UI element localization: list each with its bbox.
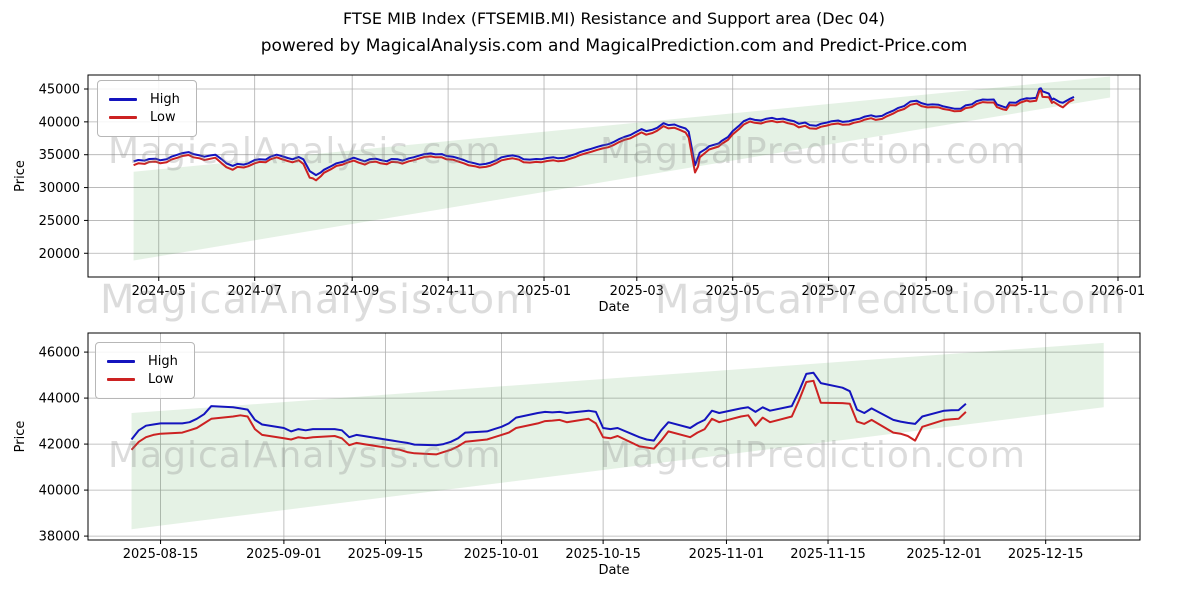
support-resistance-band (133, 76, 1111, 261)
legend-item-high: High (109, 93, 180, 106)
low-line (130, 379, 967, 456)
x-axis-label: Date (598, 563, 629, 578)
low-line-swatch (109, 116, 137, 119)
legend-item-low: Low (109, 111, 180, 124)
x-tick-label: 2025-12-01 (906, 547, 982, 562)
x-tick-label: 2024-11 (421, 284, 475, 299)
y-tick-label: 40000 (39, 115, 80, 130)
legend-high-label: High (148, 354, 178, 369)
y-tick-label: 30000 (39, 181, 80, 196)
high-line (133, 87, 1075, 177)
x-tick-label: 2025-09-15 (348, 547, 424, 562)
plot-frame (87, 74, 1141, 278)
figure-subtitle: powered by MagicalAnalysis.com and Magic… (260, 36, 968, 56)
y-tick-label: 46000 (39, 346, 80, 361)
x-axis-label: Date (598, 300, 629, 315)
y-tick-label: 20000 (39, 247, 80, 262)
x-tick-label: 2024-09 (325, 284, 379, 299)
y-axis-label: Price (13, 421, 28, 453)
x-tick-label: 2025-11 (995, 284, 1049, 299)
x-tick-label: 2024-05 (132, 284, 186, 299)
y-tick-label: 25000 (39, 214, 80, 229)
x-tick-label: 2025-05 (706, 284, 760, 299)
legend-bottom-chart: High Low (95, 342, 195, 399)
high-line-swatch (107, 360, 135, 363)
x-tick-label: 2025-11-01 (689, 547, 765, 562)
figure-title: FTSE MIB Index (FTSEMIB.MI) Resistance a… (343, 9, 885, 28)
y-tick-label: 45000 (39, 82, 80, 97)
y-tick-label: 44000 (39, 392, 80, 407)
x-tick-label: 2025-09 (899, 284, 953, 299)
y-tick-label: 40000 (39, 484, 80, 499)
x-tick-label: 2025-03 (610, 284, 664, 299)
low-line-swatch (107, 378, 135, 381)
legend-low-label: Low (150, 110, 176, 125)
legend-item-low: Low (107, 373, 178, 386)
legend-low-label: Low (148, 372, 174, 387)
plot-frame (87, 332, 1141, 541)
x-tick-label: 2025-11-15 (790, 547, 866, 562)
bottom-chart: 38000 40000 42000 44000 46000 2025-08-15 2025-… (13, 332, 1141, 578)
y-axis-label: Price (13, 160, 28, 192)
x-tick-label: 2025-08-15 (123, 547, 199, 562)
high-line (130, 371, 967, 447)
legend-top-chart: High Low (97, 80, 197, 137)
x-tick-label: 2025-07 (801, 284, 855, 299)
y-tick-label: 38000 (39, 530, 80, 545)
x-tick-label: 2026-01 (1091, 284, 1145, 299)
legend-item-high: High (107, 355, 178, 368)
x-tick-label: 2025-09-01 (246, 547, 322, 562)
y-tick-label: 42000 (39, 438, 80, 453)
x-tick-label: 2025-12-15 (1008, 547, 1084, 562)
high-line-swatch (109, 98, 137, 101)
legend-high-label: High (150, 92, 180, 107)
y-tick-label: 35000 (39, 148, 80, 163)
low-line (133, 89, 1075, 182)
x-tick-label: 2025-10-01 (464, 547, 540, 562)
top-chart: 20000 25000 30000 35000 40000 45000 2024-05 202… (13, 74, 1145, 315)
x-tick-label: 2024-07 (228, 284, 282, 299)
x-tick-label: 2025-10-15 (565, 547, 641, 562)
x-tick-label: 2025-01 (517, 284, 571, 299)
